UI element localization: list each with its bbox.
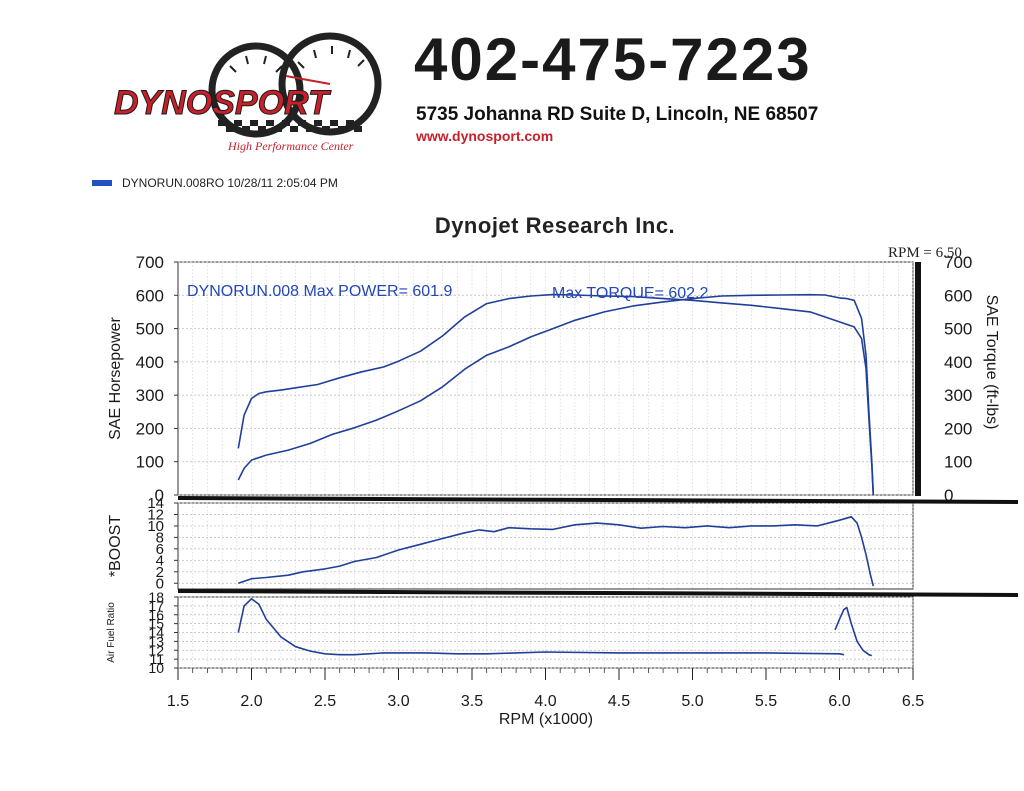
phone-number: 402-475-7223 <box>414 26 812 93</box>
series-line-afr-0 <box>237 597 845 656</box>
y2-axis-label-power: SAE Torque (ft-lbs) <box>983 295 1000 430</box>
dynosport-logo: DYNOSPORT High Performance Center <box>114 32 382 153</box>
y-tick-label-power: 100 <box>136 453 164 472</box>
y2-tick-label-power: 600 <box>944 286 972 305</box>
panel-divider-top <box>177 496 1019 504</box>
y-axis-label-boost: *BOOST <box>107 515 124 577</box>
annotation-max-torque: Max TORQUE= 602.2 <box>552 285 708 302</box>
x-tick-label: 6.5 <box>902 693 924 710</box>
y-tick-label-afr: 15 <box>148 616 164 632</box>
y-tick-label-power: 200 <box>136 419 164 438</box>
x-tick-label: 3.5 <box>461 693 483 710</box>
logo-tagline: High Performance Center <box>227 139 354 153</box>
x-tick-label: 1.5 <box>167 693 189 710</box>
y-tick-label-boost: 6 <box>156 541 164 558</box>
series-line-power-0 <box>237 293 875 496</box>
y-tick-label-power: 500 <box>136 320 164 339</box>
website-link: www.dynosport.com <box>416 128 554 144</box>
chart-title: Dynojet Research Inc. <box>434 213 676 238</box>
run-legend-swatch <box>92 180 112 186</box>
x-tick-label: 4.0 <box>534 693 556 710</box>
y-tick-label-afr: 13 <box>148 633 164 649</box>
y-tick-label-power: 0 <box>155 486 164 505</box>
y2-tick-label-power: 100 <box>944 453 972 472</box>
y-tick-label-afr: 18 <box>148 589 164 605</box>
x-tick-label: 5.5 <box>755 693 777 710</box>
x-tick-label: 3.0 <box>387 693 409 710</box>
right-axis-bar <box>915 262 921 496</box>
series-line-power-1 <box>237 293 875 496</box>
rpm-readout: RPM = 6.50 <box>888 245 962 261</box>
logo-wordmark: DYNOSPORT <box>114 84 332 122</box>
x-tick-label: 4.5 <box>608 693 630 710</box>
x-tick-label: 5.0 <box>681 693 703 710</box>
y-tick-label-power: 600 <box>136 286 164 305</box>
y2-tick-label-power: 700 <box>944 253 972 272</box>
y2-tick-label-power: 200 <box>944 419 972 438</box>
y-tick-label-afr: 10 <box>148 660 164 676</box>
series-line-afr-1 <box>834 606 873 657</box>
x-axis-label: RPM (x1000) <box>499 711 593 728</box>
y-axis-label-power: SAE Horsepower <box>107 316 124 439</box>
y-tick-label-boost: 14 <box>147 495 164 512</box>
y-tick-label-boost: 12 <box>147 506 164 523</box>
y-tick-label-power: 700 <box>136 253 164 272</box>
x-tick-label: 2.5 <box>314 693 336 710</box>
y-tick-label-afr: 11 <box>149 651 164 667</box>
y-tick-label-afr: 14 <box>148 625 164 641</box>
y-tick-label-boost: 0 <box>156 575 164 592</box>
y2-tick-label-power: 300 <box>944 386 972 405</box>
run-legend-label: DYNORUN.008RO 10/28/11 2:05:04 PM <box>122 176 338 190</box>
y-tick-label-boost: 2 <box>156 564 164 581</box>
annotation-max-power: DYNORUN.008 Max POWER= 601.9 <box>187 283 453 300</box>
x-tick-label: 6.0 <box>828 693 850 710</box>
shop-address: 5735 Johanna RD Suite D, Lincoln, NE 685… <box>416 104 819 125</box>
y2-tick-label-power: 400 <box>944 353 972 372</box>
y-tick-label-power: 300 <box>136 386 164 405</box>
y-tick-label-power: 400 <box>136 353 164 372</box>
y-tick-label-afr: 16 <box>148 607 164 623</box>
y-tick-label-boost: 8 <box>156 529 164 546</box>
y-tick-label-boost: 4 <box>156 552 164 569</box>
y-axis-label-afr: Air Fuel Ratio <box>106 602 117 663</box>
panel-divider-bottom <box>177 589 1019 597</box>
y2-tick-label-power: 500 <box>944 320 972 339</box>
x-tick-label: 2.0 <box>240 693 262 710</box>
series-line-boost-0 <box>238 515 875 587</box>
run-legend: DYNORUN.008RO 10/28/11 2:05:04 PM <box>92 176 338 190</box>
y-tick-label-afr: 17 <box>148 598 164 614</box>
y-tick-label-boost: 10 <box>147 518 164 535</box>
y2-tick-label-power: 0 <box>944 486 953 505</box>
y-tick-label-afr: 12 <box>148 642 164 658</box>
